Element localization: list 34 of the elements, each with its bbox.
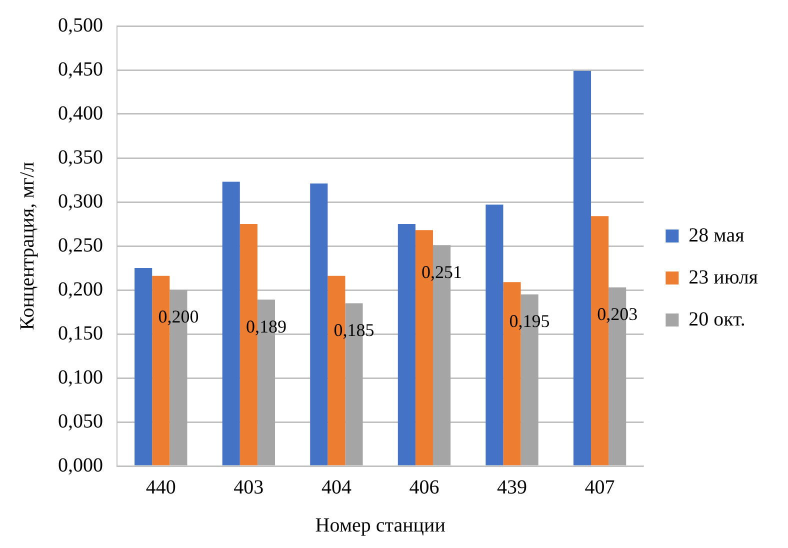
- y-tick-label: 0,150: [58, 322, 103, 344]
- legend-label: 28 мая: [688, 224, 744, 246]
- bar: [573, 70, 592, 466]
- x-tick-label: 440: [146, 476, 176, 498]
- bar: [310, 184, 328, 466]
- data-label: 0,200: [158, 306, 199, 327]
- data-label: 0,185: [334, 320, 374, 340]
- data-label: 0,251: [422, 262, 462, 282]
- legend-label: 20 окт.: [688, 308, 746, 330]
- bar: [134, 268, 152, 466]
- data-label: 0,195: [509, 311, 550, 332]
- legend-label: 23 июля: [688, 266, 758, 288]
- data-label: 0,189: [246, 316, 286, 336]
- y-tick-label: 0,000: [58, 454, 103, 476]
- bar: [398, 224, 416, 466]
- bar: [222, 182, 240, 466]
- x-axis-title: Номер станции: [315, 514, 446, 536]
- data-label: 0,203: [597, 304, 638, 324]
- x-tick-label: 439: [497, 476, 528, 498]
- y-tick-label: 0,200: [58, 278, 103, 300]
- x-tick-label: 404: [321, 476, 352, 498]
- x-tick-label: 407: [584, 476, 615, 498]
- y-tick-label: 0,500: [58, 14, 103, 36]
- y-tick-label: 0,350: [58, 146, 103, 168]
- y-tick-label: 0,300: [58, 190, 103, 212]
- x-tick-label: 403: [234, 476, 264, 498]
- x-tick-label: 406: [409, 476, 440, 498]
- y-tick-label: 0,100: [58, 366, 103, 388]
- y-tick-label: 0,050: [58, 410, 103, 432]
- y-tick-label: 0,450: [58, 58, 103, 80]
- y-axis-title: Концентрация, мг/л: [16, 162, 38, 330]
- bar: [486, 204, 504, 466]
- y-tick-label: 0,250: [58, 234, 103, 256]
- y-tick-label: 0,400: [58, 102, 103, 124]
